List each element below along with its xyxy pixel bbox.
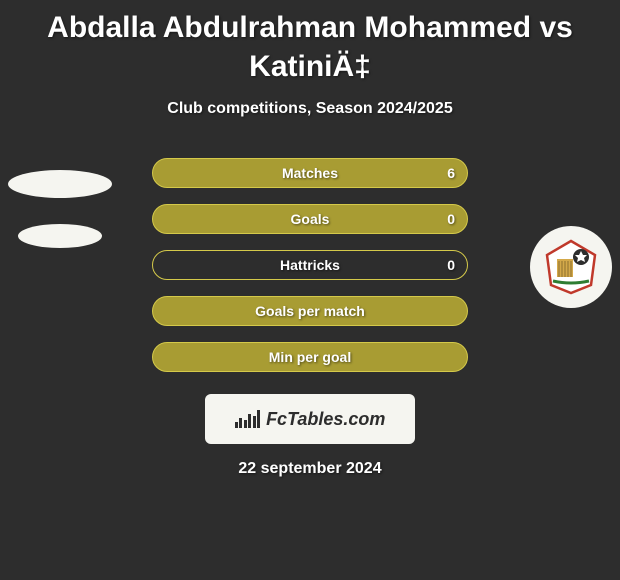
footer-logo-text: FcTables.com — [266, 409, 385, 430]
main-container: Abdalla Abdulrahman Mohammed vs KatiniÄ‡… — [0, 0, 620, 580]
stat-value: 0 — [447, 257, 455, 273]
subtitle: Club competitions, Season 2024/2025 — [167, 100, 452, 118]
stat-bar-goals: Goals 0 — [152, 204, 468, 234]
page-title: Abdalla Abdulrahman Mohammed vs KatiniÄ‡ — [30, 8, 590, 86]
stat-bar-goals-per-match: Goals per match — [152, 296, 468, 326]
stat-label: Matches — [282, 165, 338, 181]
stat-bar-matches: Matches 6 — [152, 158, 468, 188]
stat-value: 0 — [447, 211, 455, 227]
stats-area: Matches 6 Goals 0 Hattricks 0 Goals per … — [0, 158, 620, 372]
date-text: 22 september 2024 — [238, 460, 381, 478]
stat-bar-hattricks: Hattricks 0 — [152, 250, 468, 280]
stat-label: Min per goal — [269, 349, 351, 365]
stat-label: Goals — [291, 211, 330, 227]
footer-logo: FcTables.com — [205, 394, 415, 444]
stat-bar-min-per-goal: Min per goal — [152, 342, 468, 372]
stat-label: Goals per match — [255, 303, 365, 319]
bar-chart-icon — [235, 410, 261, 428]
stat-label: Hattricks — [280, 257, 340, 273]
stat-value: 6 — [447, 165, 455, 181]
stats-column: Matches 6 Goals 0 Hattricks 0 Goals per … — [152, 158, 468, 372]
